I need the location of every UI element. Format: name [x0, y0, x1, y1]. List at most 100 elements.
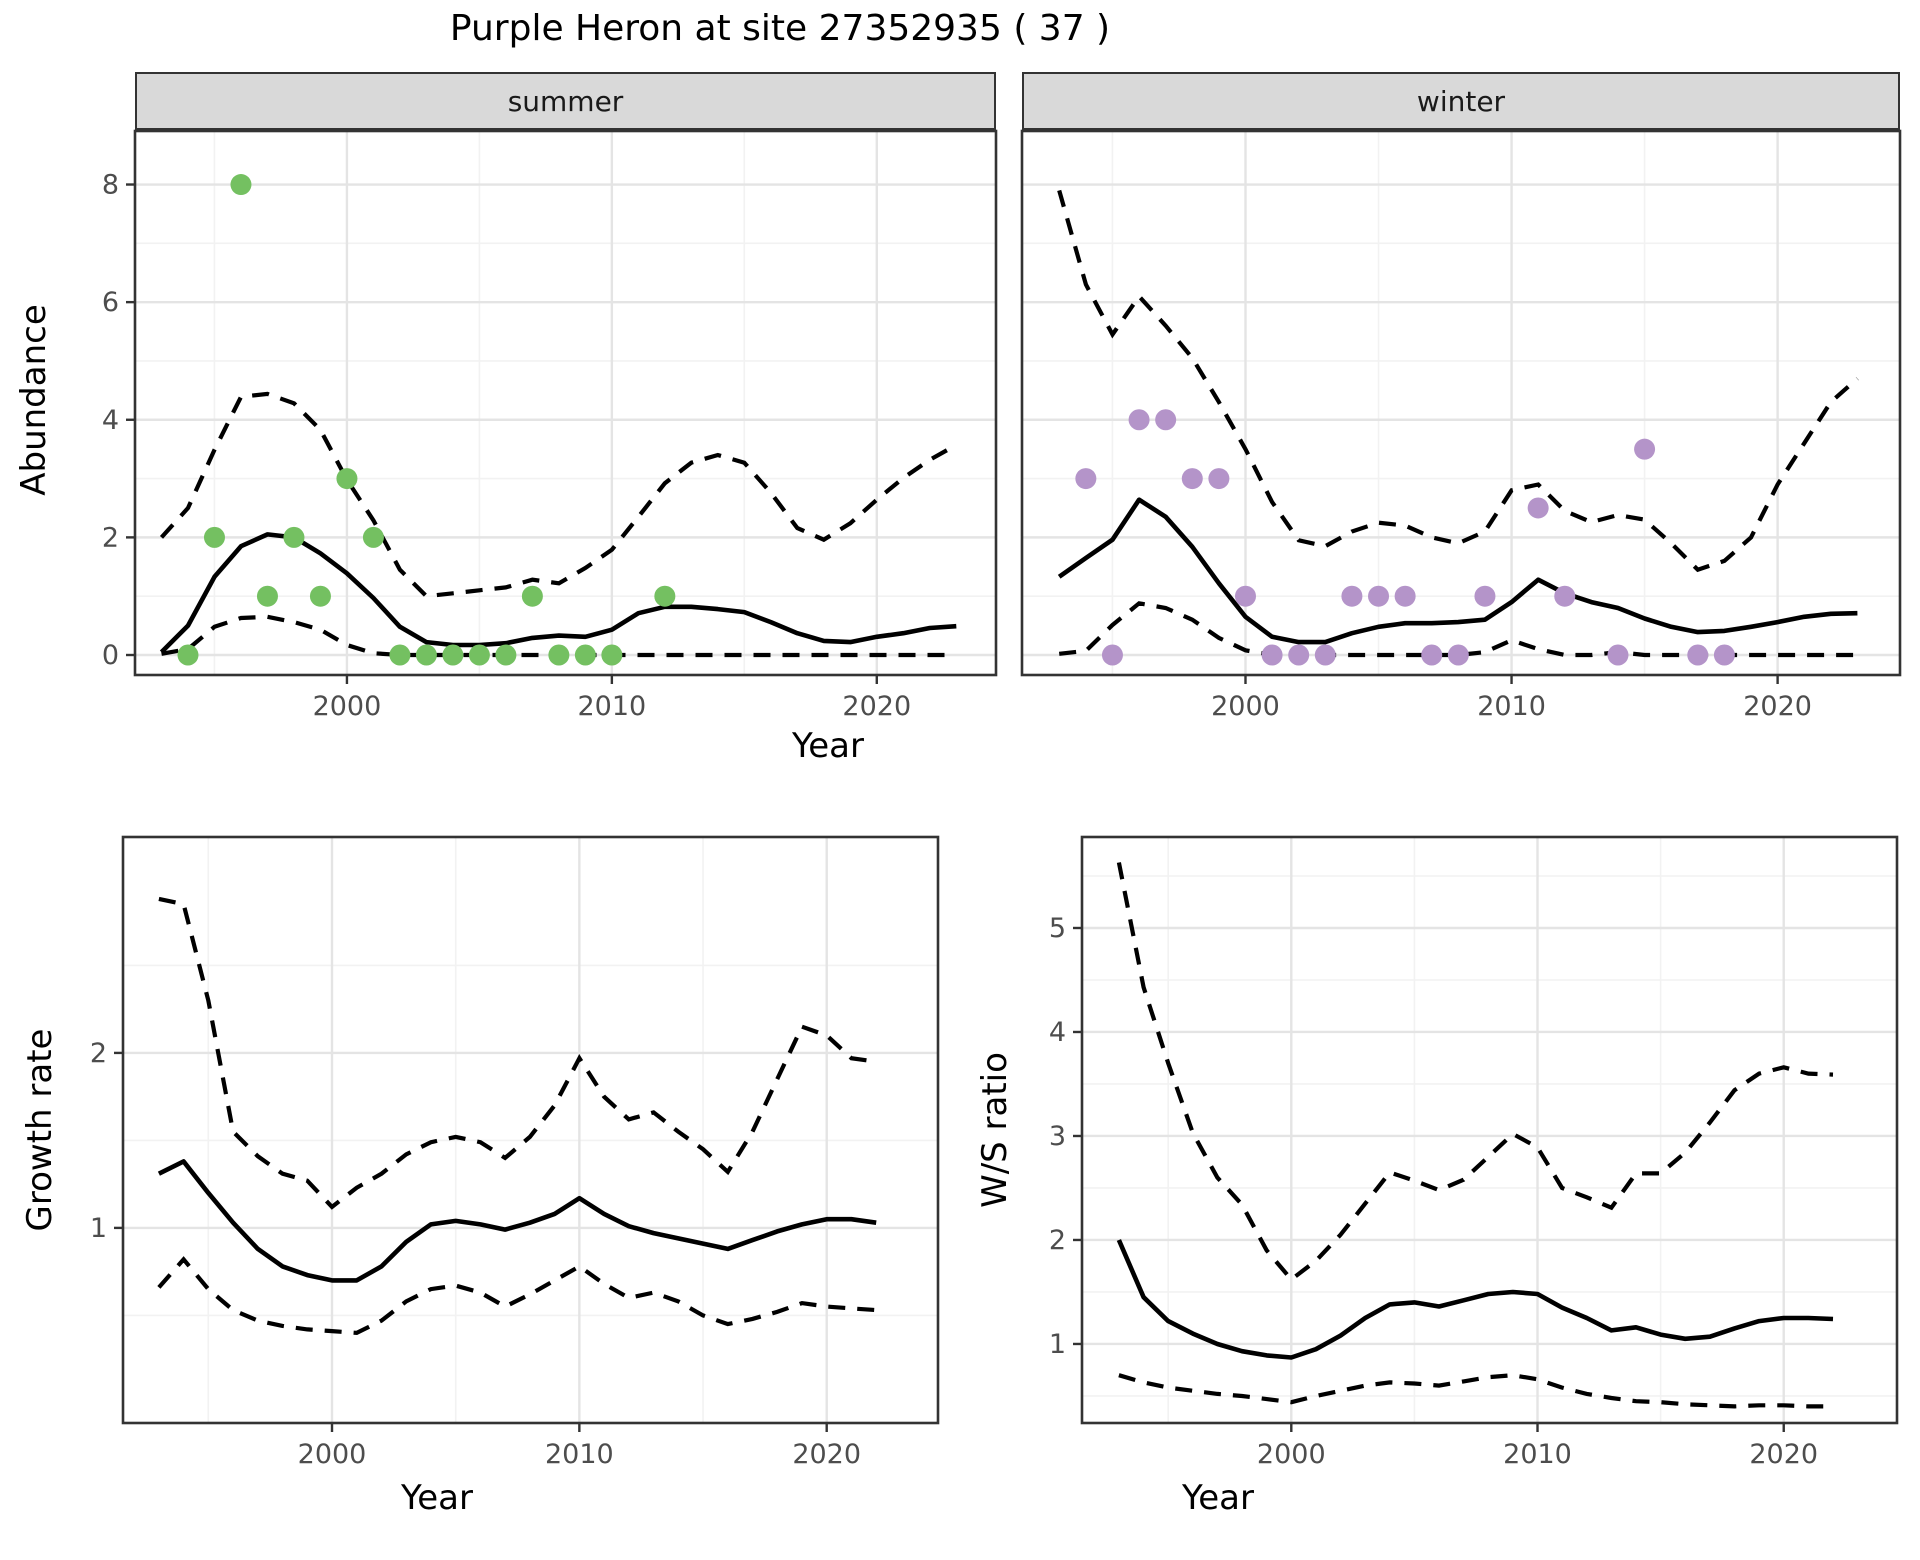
y-axis-title-growth-rate: Growth rate [20, 1028, 60, 1232]
upper-ci-dashed-line [1116, 862, 1834, 1283]
panel-border [121, 835, 940, 1425]
data-point [1234, 585, 1256, 607]
x-tick-label: 2010 [545, 1439, 614, 1470]
data-point [230, 174, 252, 196]
data-point [1314, 644, 1336, 666]
data-point [1128, 409, 1150, 431]
facet-strip-summer: summer [135, 72, 996, 131]
ws-ratio-panel: 2000 2010 2020 1 2 3 4 5 [1049, 835, 1899, 1470]
x-tick-label: 2020 [842, 691, 911, 722]
facet-strip-winter: winter [1022, 72, 1900, 131]
data-point [548, 644, 570, 666]
data-point [1288, 644, 1310, 666]
data-point [415, 644, 437, 666]
data-point [256, 585, 278, 607]
x-tick-label: 2020 [1743, 691, 1812, 722]
data-point [1394, 585, 1416, 607]
data-point [601, 644, 623, 666]
data-point [521, 585, 543, 607]
data-point [336, 468, 358, 490]
upper-ci-dashed-line [1057, 189, 1859, 573]
y-tick-label: 1 [90, 1213, 107, 1244]
data-point [1607, 644, 1629, 666]
data-point [442, 644, 464, 666]
mean-line [1057, 497, 1858, 645]
data-point [495, 644, 517, 666]
data-point [1368, 585, 1390, 607]
y-tick-label: 6 [102, 287, 119, 318]
data-point [1341, 585, 1363, 607]
facet-strip-summer-label: summer [507, 84, 624, 118]
x-tick-label: 2010 [1503, 1439, 1572, 1470]
gridlines-major [1082, 837, 1897, 1423]
gridlines-minor [1082, 837, 1897, 1423]
y-tick-label: 2 [90, 1038, 107, 1069]
x-tick-label: 2020 [792, 1439, 861, 1470]
y-axis-title-abundance: Abundance [14, 304, 54, 496]
panel-background [1082, 837, 1897, 1423]
y-tick-label: 5 [1049, 913, 1066, 944]
lower-ci-dashed-line [1118, 1373, 1833, 1409]
gridlines-minor [135, 131, 996, 675]
data-point [1687, 644, 1709, 666]
data-point [1101, 644, 1123, 666]
axis-ticks: 2000 2010 2020 [1211, 675, 1812, 722]
x-tick-label: 2010 [1477, 691, 1546, 722]
mean-line [157, 1159, 877, 1283]
panel-background [123, 837, 938, 1423]
panel-background [1022, 131, 1900, 675]
panel-border [1080, 835, 1899, 1425]
panel-border [1020, 129, 1902, 677]
y-tick-label: 2 [102, 522, 119, 553]
data-point [1474, 585, 1496, 607]
x-tick-label: 2000 [298, 1439, 367, 1470]
observation-points [177, 174, 676, 666]
data-point [1527, 497, 1549, 519]
upper-ci-dashed-line [158, 896, 877, 1210]
mean-line [1116, 1239, 1834, 1360]
x-tick-label: 2000 [1211, 691, 1280, 722]
x-tick-label: 2010 [578, 691, 647, 722]
data-point [203, 526, 225, 548]
y-tick-label: 4 [102, 405, 119, 436]
data-point [1421, 644, 1443, 666]
x-tick-label: 2000 [1257, 1439, 1326, 1470]
data-point [574, 644, 596, 666]
x-axis-title-growth-year: Year [401, 1478, 473, 1518]
chart-title: Purple Heron at site 27352935 ( 37 ) [449, 8, 1111, 49]
x-axis-title-top-year: Year [792, 726, 864, 766]
data-point [1261, 644, 1283, 666]
upper-ci-dashed-line [159, 391, 958, 599]
axis-ticks: 2000 2010 2020 0 2 4 6 8 [102, 170, 911, 722]
gridlines-minor [1022, 131, 1900, 675]
y-tick-label: 8 [102, 170, 119, 201]
y-tick-label: 2 [1049, 1225, 1066, 1256]
data-point [362, 526, 384, 548]
axis-ticks: 2000 2010 2020 1 2 3 4 5 [1049, 913, 1818, 1470]
data-point [177, 644, 199, 666]
gridlines-minor [123, 837, 938, 1423]
data-point [283, 526, 305, 548]
y-tick-label: 0 [102, 640, 119, 671]
lower-ci-dashed-line [157, 1256, 877, 1336]
x-tick-label: 2000 [313, 691, 382, 722]
data-point [1554, 585, 1576, 607]
axis-ticks: 2000 2010 2020 1 2 [90, 1038, 861, 1470]
y-tick-label: 4 [1049, 1017, 1066, 1048]
x-tick-label: 2020 [1749, 1439, 1818, 1470]
growth-rate-panel: 2000 2010 2020 1 2 [90, 835, 940, 1470]
panel-border [133, 129, 998, 677]
data-point [309, 585, 331, 607]
x-axis-title-ws-year: Year [1182, 1478, 1254, 1518]
data-point [1155, 409, 1177, 431]
data-point [654, 585, 676, 607]
y-tick-label: 1 [1049, 1329, 1066, 1360]
data-point [1208, 468, 1230, 490]
observation-points [1075, 409, 1735, 666]
data-point [1181, 468, 1203, 490]
data-point [1713, 644, 1735, 666]
y-axis-title-ws-ratio: W/S ratio [975, 1052, 1015, 1208]
data-point [468, 644, 490, 666]
data-point [1634, 438, 1656, 460]
